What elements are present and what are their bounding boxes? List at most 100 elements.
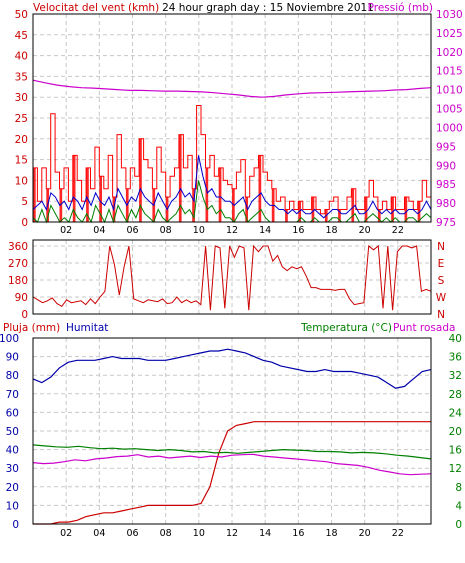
pressure-y-tick: 990 xyxy=(436,160,456,172)
pressure-axis-title: Pressió (mb) xyxy=(368,2,433,14)
humidity-y-tick: 90 xyxy=(6,352,19,364)
x-tick-label: 18 xyxy=(325,528,337,539)
wind-y-tick: 5 xyxy=(21,196,28,208)
gust-bar xyxy=(285,209,288,222)
pressure-y-tick: 985 xyxy=(436,179,456,191)
pressure-y-tick: 995 xyxy=(436,141,456,153)
direction-y-tick: 0 xyxy=(21,309,28,321)
compass-label: N xyxy=(437,241,445,253)
x-tick-label: 04 xyxy=(93,528,105,539)
humidity-y-tick: 40 xyxy=(6,445,19,457)
gust-bar xyxy=(59,188,63,222)
humidity-y-tick: 60 xyxy=(6,407,19,419)
wind-axis-title: Velocitat del vent (kmh) xyxy=(33,2,159,14)
humidity-y-tick: 50 xyxy=(6,426,19,438)
pressure-y-tick: 1025 xyxy=(436,28,463,40)
wind-y-tick: 0 xyxy=(21,217,28,229)
x-tick-label: 16 xyxy=(292,225,304,236)
temperature-y-tick: 12 xyxy=(449,463,462,475)
rain-axis-title: Pluja (mm) xyxy=(3,322,60,334)
direction-y-tick: 180 xyxy=(8,275,28,287)
temperature-y-tick: 0 xyxy=(455,519,462,531)
x-tick-label: 10 xyxy=(193,528,205,539)
x-tick-label: 18 xyxy=(325,225,337,236)
temperature-y-tick: 24 xyxy=(449,407,463,419)
humidity-line xyxy=(32,348,432,389)
gust-bar xyxy=(338,209,341,222)
x-tick-label: 10 xyxy=(193,225,205,236)
pressure-y-tick: 1000 xyxy=(436,122,463,134)
temperature-y-tick: 20 xyxy=(449,426,462,438)
wind-y-tick: 45 xyxy=(15,30,28,42)
pressure-y-tick: 1020 xyxy=(436,47,463,59)
humidity-y-tick: 30 xyxy=(6,463,19,475)
gust-bar xyxy=(86,167,89,222)
x-tick-label: 06 xyxy=(126,225,138,236)
x-tick-label: 14 xyxy=(259,528,271,539)
compass-label: N xyxy=(437,309,445,321)
gust-bar xyxy=(139,138,142,222)
gust-bar xyxy=(404,197,408,222)
wind-y-tick: 25 xyxy=(15,113,28,125)
avg-wind-line xyxy=(32,155,432,219)
x-tick-label: 12 xyxy=(226,528,238,539)
gust-bar xyxy=(178,134,182,222)
direction-y-tick: 360 xyxy=(8,241,28,253)
gust-bar xyxy=(205,167,209,222)
pressure-y-tick: 980 xyxy=(436,198,456,210)
gust-bar xyxy=(99,176,102,222)
direction-y-tick: 90 xyxy=(15,292,28,304)
gust-bar xyxy=(377,209,381,222)
gust-bar xyxy=(245,197,248,222)
gust-bar xyxy=(417,201,421,222)
x-tick-label: 14 xyxy=(259,225,271,236)
gust-bar xyxy=(364,197,368,222)
humidity-y-tick: 10 xyxy=(6,500,19,512)
gust-bar xyxy=(258,155,262,222)
humidity-y-tick: 100 xyxy=(0,333,19,345)
temperature-line xyxy=(32,444,432,460)
gust-bar xyxy=(391,197,394,222)
compass-label: E xyxy=(438,258,445,270)
gust-bar xyxy=(72,155,76,222)
x-tick-label: 08 xyxy=(160,528,172,539)
compass-label: S xyxy=(438,275,445,287)
humidity-y-tick: 0 xyxy=(12,519,19,531)
wind-y-tick: 10 xyxy=(15,175,28,187)
gust-bar xyxy=(192,188,195,222)
x-tick-label: 04 xyxy=(93,225,105,236)
rain-line xyxy=(33,421,431,525)
gust-bar xyxy=(311,197,315,222)
temperature-y-tick: 28 xyxy=(449,389,462,401)
dewpoint-line xyxy=(32,453,432,476)
pressure-y-tick: 1015 xyxy=(436,66,463,78)
gust-bar xyxy=(351,188,355,222)
chart-title: 24 hour graph day : 15 Noviembre 2011 xyxy=(162,2,374,14)
humidity-y-tick: 80 xyxy=(6,370,19,382)
x-tick-label: 20 xyxy=(359,528,371,539)
gust-bar xyxy=(33,167,36,222)
wind-direction-line xyxy=(32,244,432,311)
x-tick-label: 08 xyxy=(160,225,172,236)
gust-bar xyxy=(232,188,235,222)
wind-y-tick: 30 xyxy=(15,92,28,104)
pressure-y-tick: 1010 xyxy=(436,85,463,97)
temperature-y-tick: 4 xyxy=(455,500,462,512)
x-tick-label: 20 xyxy=(359,225,371,236)
x-tick-label: 22 xyxy=(392,225,404,236)
temperature-y-tick: 16 xyxy=(449,445,463,457)
wind-y-tick: 20 xyxy=(15,134,28,146)
x-tick-label: 16 xyxy=(292,528,304,539)
x-tick-label: 02 xyxy=(60,225,72,236)
wind-y-tick: 15 xyxy=(15,155,28,167)
temperature-y-tick: 36 xyxy=(449,352,463,364)
humidity-y-tick: 70 xyxy=(6,389,19,401)
pressure-y-tick: 1030 xyxy=(436,9,463,21)
temperature-axis-title: Temperatura (°C) xyxy=(300,322,392,334)
compass-label: W xyxy=(436,292,447,304)
pressure-y-tick: 1005 xyxy=(436,104,463,116)
